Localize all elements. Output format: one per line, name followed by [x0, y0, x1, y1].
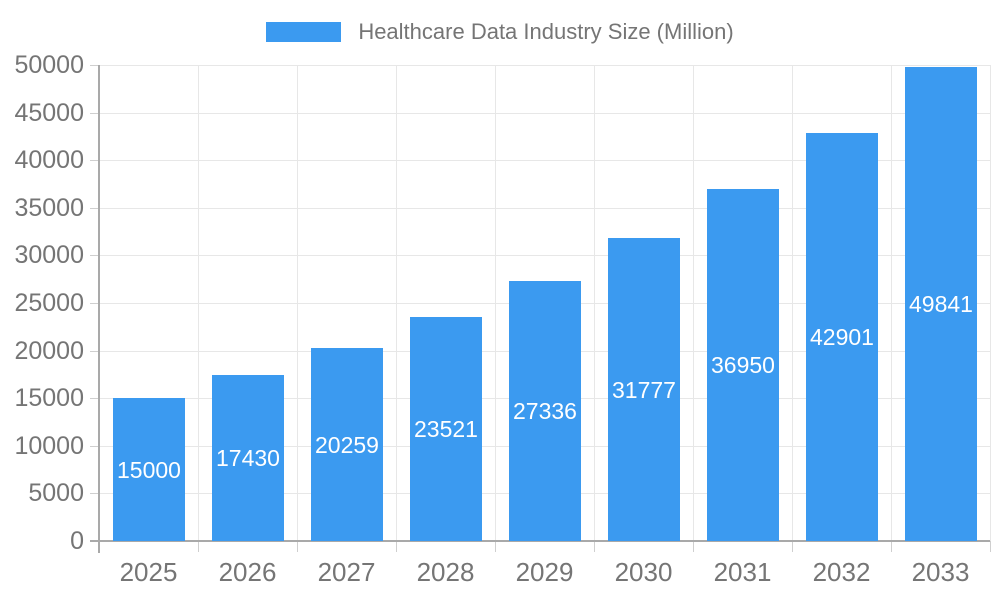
x-gridline: [693, 65, 694, 541]
x-gridline: [396, 65, 397, 541]
y-axis-tick: [90, 113, 99, 114]
y-axis-tick: [90, 160, 99, 161]
x-axis-label: 2028: [416, 557, 475, 587]
x-gridline: [792, 65, 793, 541]
bar-2029[interactable]: 27336: [509, 281, 581, 541]
y-axis-label: 50000: [14, 51, 84, 79]
bar-value-label: 20259: [315, 431, 379, 458]
x-axis-label: 2027: [317, 557, 376, 587]
y-axis-tick: [90, 208, 99, 209]
y-axis-label: 15000: [14, 384, 84, 412]
bar-2032[interactable]: 42901: [806, 133, 878, 541]
x-axis-tick: [396, 541, 397, 552]
x-axis-label: 2031: [713, 557, 772, 587]
y-axis-tick: [90, 398, 99, 399]
bar-value-label: 36950: [711, 352, 775, 378]
x-axis-label: 2025: [119, 557, 178, 587]
y-axis-label: 40000: [14, 146, 84, 174]
legend-swatch-icon: [266, 22, 342, 42]
y-gridline: [99, 255, 990, 256]
x-axis: [90, 540, 990, 542]
bar-2030[interactable]: 31777: [608, 238, 680, 541]
bar-value-label: 31777: [612, 376, 676, 403]
bar-2026[interactable]: 17430: [212, 375, 284, 541]
y-axis-label: 10000: [14, 432, 84, 460]
y-gridline: [99, 160, 990, 161]
bar-value-label: 42901: [810, 324, 874, 350]
y-axis-tick: [90, 255, 99, 256]
bar-2033[interactable]: 49841: [905, 67, 977, 541]
legend-label: Healthcare Data Industry Size (Million): [358, 19, 734, 44]
x-gridline: [990, 65, 991, 541]
y-axis-tick: [90, 351, 99, 352]
bar-value-label: 27336: [513, 398, 577, 424]
y-axis-label: 30000: [14, 241, 84, 269]
bar-2028[interactable]: 23521: [410, 317, 482, 541]
x-axis-label: 2026: [218, 557, 277, 587]
x-gridline: [495, 65, 496, 541]
y-axis-label: 5000: [28, 479, 84, 507]
y-axis-label: 0: [70, 527, 84, 555]
bar-2027[interactable]: 20259: [311, 348, 383, 541]
y-axis-tick: [90, 303, 99, 304]
bar-value-label: 23521: [414, 416, 478, 442]
x-gridline: [891, 65, 892, 541]
y-axis-label: 20000: [14, 337, 84, 365]
x-axis-tick: [891, 541, 892, 552]
y-gridline: [99, 113, 990, 114]
legend-item[interactable]: Healthcare Data Industry Size (Million): [0, 19, 1000, 44]
x-gridline: [198, 65, 199, 541]
x-axis-label: 2033: [911, 557, 970, 587]
y-axis: [98, 65, 100, 553]
x-axis-label: 2029: [515, 557, 574, 587]
x-gridline: [594, 65, 595, 541]
bar-2025[interactable]: 15000: [113, 398, 185, 541]
x-gridline: [297, 65, 298, 541]
x-axis-tick: [297, 541, 298, 552]
y-axis-label: 25000: [14, 289, 84, 317]
x-axis-label: 2030: [614, 557, 673, 587]
bar-2031[interactable]: 36950: [707, 189, 779, 541]
bar-value-label: 15000: [117, 456, 181, 483]
x-axis-tick: [594, 541, 595, 552]
y-axis-tick: [90, 65, 99, 66]
x-axis-tick: [792, 541, 793, 552]
y-gridline: [99, 65, 990, 66]
y-gridline: [99, 208, 990, 209]
x-axis-tick: [198, 541, 199, 552]
x-axis-tick: [495, 541, 496, 552]
y-axis-label: 35000: [14, 194, 84, 222]
y-axis-tick: [90, 493, 99, 494]
x-axis-tick: [990, 541, 991, 552]
y-axis-tick: [90, 446, 99, 447]
bar-value-label: 49841: [909, 291, 973, 317]
y-axis-label: 45000: [14, 99, 84, 127]
bar-value-label: 17430: [216, 445, 280, 471]
x-axis-label: 2032: [812, 557, 871, 587]
x-axis-tick: [693, 541, 694, 552]
